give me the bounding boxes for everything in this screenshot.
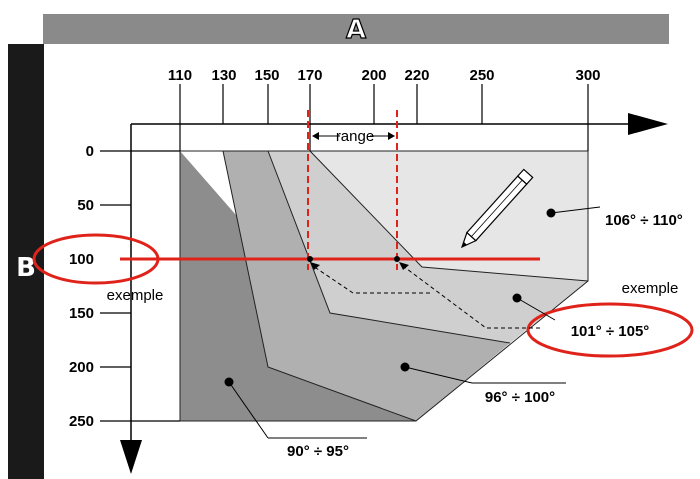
range-guides	[307, 110, 398, 270]
intersection-marker	[394, 256, 400, 262]
header-b-label: B	[16, 253, 36, 283]
zone-label-101-105: 101° ÷ 105°	[571, 323, 650, 340]
zone-label-90-95: 90° ÷ 95°	[287, 443, 349, 460]
axes	[130, 123, 640, 448]
x-tick-label: 200	[361, 67, 386, 84]
y-tick-label: 0	[86, 143, 94, 160]
zone-label-106-110: 106° ÷ 110°	[605, 212, 683, 229]
y-tick-label: 150	[69, 305, 94, 322]
y-tick-marks	[100, 150, 180, 422]
y-tick-label: 100	[69, 251, 94, 268]
zone-96-100	[223, 151, 510, 421]
example-label-y: exemple	[107, 287, 164, 304]
y-tick-label: 200	[69, 359, 94, 376]
header-bar-a	[43, 14, 669, 44]
x-tick-label: 130	[211, 67, 236, 84]
side-bar-b	[8, 44, 44, 479]
x-tick-label: 300	[575, 67, 600, 84]
y-axis-arrow	[120, 440, 142, 474]
zone-leaders	[224, 206, 601, 439]
zone-101-105	[268, 151, 588, 343]
range-label: range	[336, 128, 374, 145]
x-tick-marks	[179, 84, 589, 151]
zone-boundaries	[179, 150, 589, 422]
zone-label-96-100: 96° ÷ 100°	[485, 389, 555, 406]
example-arrow-head	[310, 262, 320, 270]
header-a-label: A	[346, 15, 366, 45]
x-tick-label: 170	[297, 67, 322, 84]
highlight-ellipse-zone	[526, 302, 694, 358]
y-tick-label: 250	[69, 413, 94, 430]
example-label-zone: exemple	[622, 280, 679, 297]
pencil-icon	[460, 168, 534, 249]
y-tick-label: 50	[77, 197, 94, 214]
x-tick-label: 220	[404, 67, 429, 84]
highlight-ellipse-y	[32, 233, 160, 285]
x-tick-label: 150	[254, 67, 279, 84]
range-indicator: range	[312, 128, 395, 145]
x-axis-arrow	[628, 113, 668, 135]
example-arrow-head	[399, 262, 409, 270]
x-tick-label: 250	[469, 67, 494, 84]
example-paths	[312, 265, 540, 329]
x-tick-label: 110	[168, 67, 192, 84]
intersection-marker	[307, 256, 313, 262]
